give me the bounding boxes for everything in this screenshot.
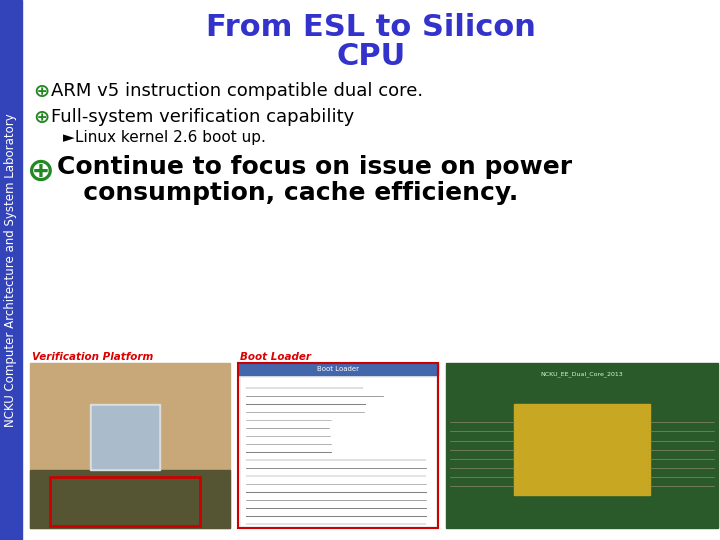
- Text: ARM v5 instruction compatible dual core.: ARM v5 instruction compatible dual core.: [51, 82, 423, 100]
- Text: From ESL to Silicon: From ESL to Silicon: [206, 13, 536, 42]
- Bar: [0, 0, 22, 540]
- Bar: [238, 363, 438, 528]
- Text: Boot Loader: Boot Loader: [317, 366, 359, 372]
- Bar: [30, 363, 230, 528]
- Text: ►: ►: [63, 130, 75, 145]
- Bar: [446, 363, 718, 528]
- Text: Verification Platform: Verification Platform: [32, 352, 153, 362]
- Text: Boot Loader: Boot Loader: [240, 352, 311, 362]
- Bar: [50, 476, 200, 526]
- Bar: [92, 406, 158, 468]
- Bar: [90, 404, 160, 470]
- Bar: [238, 363, 438, 528]
- Text: Linux kernel 2.6 boot up.: Linux kernel 2.6 boot up.: [75, 130, 266, 145]
- Text: CPU: CPU: [336, 42, 405, 71]
- Bar: [238, 363, 438, 375]
- Text: ⊕: ⊕: [33, 82, 49, 101]
- Bar: [514, 404, 650, 495]
- Text: consumption, cache efficiency.: consumption, cache efficiency.: [57, 181, 518, 205]
- Text: NCKU_EE_Dual_Core_2013: NCKU_EE_Dual_Core_2013: [541, 371, 624, 377]
- Text: Continue to focus on issue on power: Continue to focus on issue on power: [57, 155, 572, 179]
- Text: ⊕: ⊕: [33, 108, 49, 127]
- Text: Full-system verification capability: Full-system verification capability: [51, 108, 354, 126]
- Bar: [241, 378, 435, 525]
- Bar: [30, 470, 230, 528]
- Text: NCKU Computer Architecture and System Laboratory: NCKU Computer Architecture and System La…: [4, 113, 17, 427]
- Text: ⊕: ⊕: [27, 155, 55, 188]
